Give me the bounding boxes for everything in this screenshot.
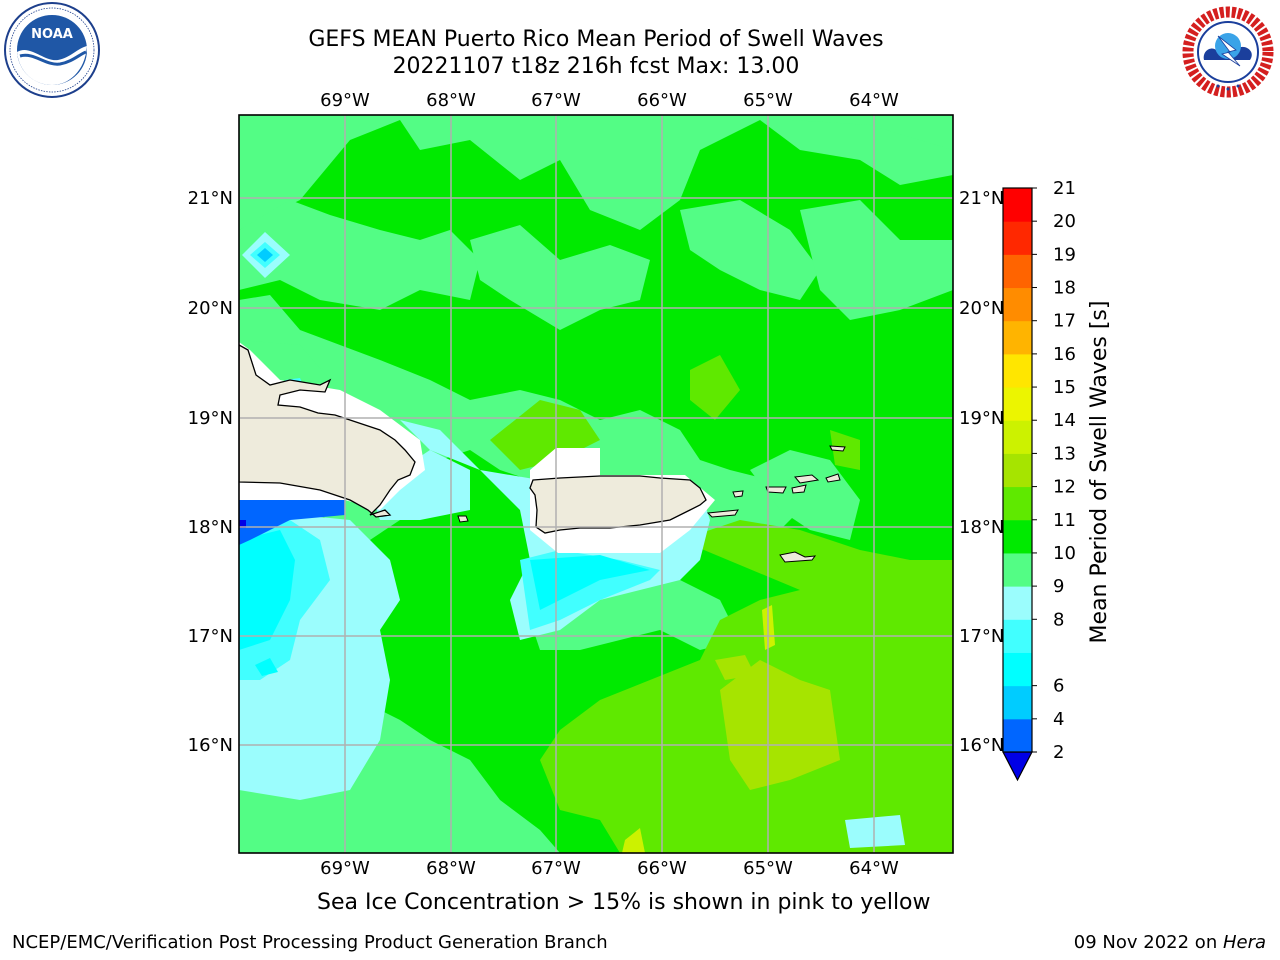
sea-ice-note: Sea Ice Concentration > 15% is shown in … — [317, 890, 931, 915]
colorbar-band — [1003, 420, 1032, 454]
colorbar-band — [1003, 718, 1032, 753]
colorbar-tick-label: 12 — [1053, 477, 1076, 498]
lat-label-right: 17°N — [959, 626, 1004, 647]
colorbar-tick-label: 10 — [1053, 543, 1076, 564]
colorbar-band — [1003, 221, 1032, 255]
colorbar-tick-label: 8 — [1053, 609, 1064, 630]
footer-host: Hera — [1222, 932, 1266, 953]
lat-label-right: 20°N — [959, 298, 1004, 319]
colorbar-band — [1003, 188, 1032, 222]
chart-subtitle: 20221107 t18z 216h fcst Max: 13.00 — [392, 54, 800, 79]
noaa-logo: NOAA — [4, 2, 100, 98]
land-hispaniola — [239, 344, 416, 518]
lat-label-left: 19°N — [188, 408, 233, 429]
colorbar-band — [1003, 486, 1032, 521]
colorbar-extend-min — [1002, 751, 1033, 782]
colorbar-label: Mean Period of Swell Waves [s] — [1087, 301, 1112, 644]
graticule — [239, 115, 953, 853]
lat-label-left: 20°N — [188, 298, 233, 319]
nws-logo — [1182, 6, 1274, 98]
noaa-logo-text: NOAA — [31, 27, 73, 42]
colorbar-tick-label: 15 — [1053, 377, 1076, 398]
colorbar-band — [1003, 254, 1032, 289]
colorbar-tick-label: 9 — [1053, 576, 1064, 597]
colorbar-tick-label: 14 — [1053, 410, 1076, 431]
lat-label-right: 18°N — [959, 517, 1004, 538]
colorbar-tick-label: 20 — [1053, 211, 1076, 232]
lon-label-bottom: 66°W — [637, 858, 687, 879]
colorbar-band — [1003, 453, 1032, 488]
chart-title: GEFS MEAN Puerto Rico Mean Period of Swe… — [308, 27, 884, 52]
colorbar-tick-label: 19 — [1053, 244, 1076, 265]
colorbar-tick-label: 4 — [1053, 709, 1064, 730]
colorbar-band — [1003, 586, 1032, 620]
colorbar-band — [1003, 387, 1032, 421]
footer-date: 09 Nov 2022 on Hera — [1074, 932, 1266, 954]
lat-label-left: 16°N — [188, 735, 233, 756]
lat-label-left: 21°N — [188, 188, 233, 209]
colorbar-tick-label: 18 — [1053, 278, 1076, 299]
lat-label-right: 21°N — [959, 188, 1004, 209]
lon-label-bottom: 67°W — [531, 858, 581, 879]
lat-label-left: 17°N — [188, 626, 233, 647]
colorbar-frame — [1002, 187, 1033, 753]
colorbar-tick-label: 16 — [1053, 344, 1076, 365]
footer-credit: NCEP/EMC/Verification Post Processing Pr… — [12, 932, 608, 953]
colorbar-tick-label: 2 — [1053, 742, 1064, 763]
colorbar-band — [1003, 287, 1032, 322]
lon-label-bottom: 68°W — [426, 858, 476, 879]
colorbar: 2 4 6 8 9 10 11 12 13 14 15 16 17 18 19 20 21 — [1002, 178, 1076, 782]
lon-label-bottom: 65°W — [743, 858, 793, 879]
lon-label-top: 64°W — [849, 90, 899, 111]
swell-period-field — [239, 115, 953, 853]
lon-label-bottom: 69°W — [320, 858, 370, 879]
map-frame — [238, 114, 954, 854]
colorbar-tick-label: 6 — [1053, 676, 1064, 697]
colorbar-band — [1003, 619, 1032, 653]
colorbar-band — [1003, 353, 1032, 388]
colorbar-band — [1003, 552, 1032, 587]
colorbar-tick-label: 17 — [1053, 311, 1076, 332]
colorbar-band — [1003, 685, 1032, 720]
colorbar-band — [1003, 320, 1032, 355]
lon-label-top: 69°W — [320, 90, 370, 111]
colorbar-tick-label: 11 — [1053, 510, 1076, 531]
lon-label-top: 67°W — [531, 90, 581, 111]
lon-label-top: 68°W — [426, 90, 476, 111]
colorbar-band — [1003, 519, 1032, 554]
footer-date-text: 09 Nov 2022 on — [1073, 932, 1223, 953]
lon-label-top: 65°W — [743, 90, 793, 111]
lat-label-left: 18°N — [188, 517, 233, 538]
colorbar-band — [1003, 652, 1032, 687]
lon-label-bottom: 64°W — [849, 858, 899, 879]
colorbar-tick-label: 21 — [1053, 178, 1076, 199]
colorbar-tick-label: 13 — [1053, 443, 1076, 464]
lon-label-top: 66°W — [637, 90, 687, 111]
lat-label-right: 19°N — [959, 408, 1004, 429]
lat-label-right: 16°N — [959, 735, 1004, 756]
